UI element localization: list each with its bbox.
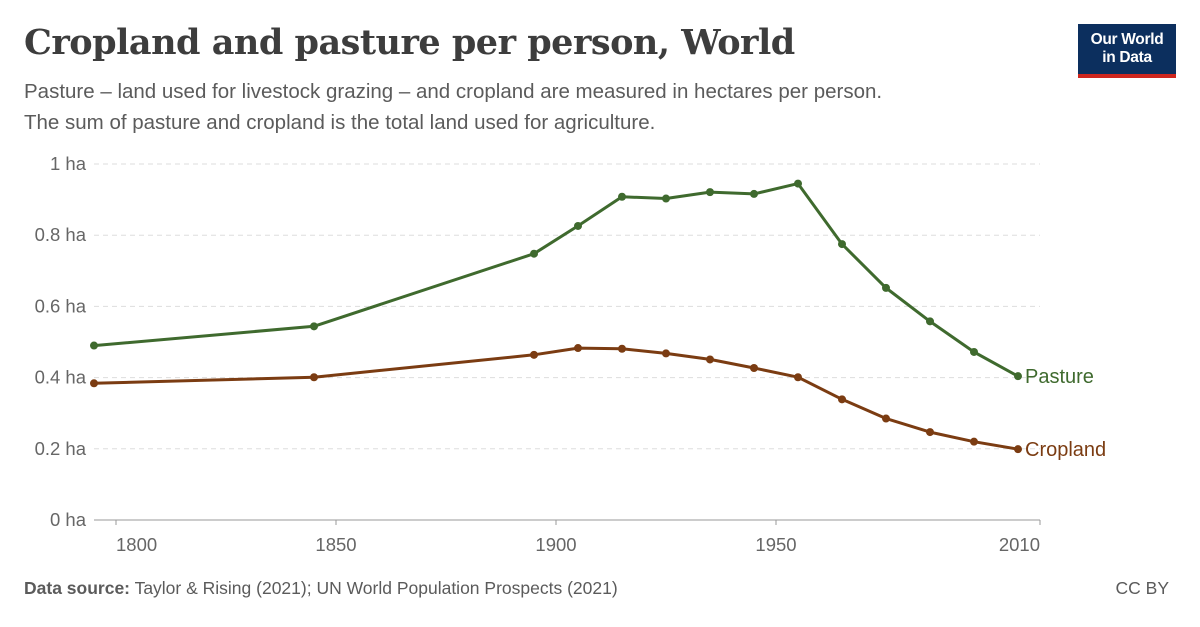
x-tick-label: 2010 <box>999 534 1040 555</box>
data-point-pasture <box>618 192 626 201</box>
subtitle-line-2: The sum of pasture and cropland is the t… <box>24 111 656 134</box>
license-link[interactable]: CC BY <box>1115 578 1169 598</box>
y-tick-label: 1 ha <box>50 153 87 174</box>
owid-logo[interactable]: Our World in Data <box>1078 24 1176 78</box>
data-point-pasture <box>970 347 978 356</box>
data-point-pasture <box>530 249 538 258</box>
data-source-text[interactable]: Taylor & Rising (2021); UN World Populat… <box>134 578 618 598</box>
data-point-cropland <box>882 414 890 423</box>
y-tick-label: 0.6 ha <box>35 295 87 316</box>
data-point-pasture <box>794 179 802 188</box>
data-point-pasture <box>706 188 714 197</box>
y-tick-label: 0.2 ha <box>35 438 87 459</box>
y-tick-label: 0.4 ha <box>35 367 87 388</box>
series-line-pasture <box>92 182 1020 378</box>
series-label-cropland: Cropland <box>1025 439 1106 461</box>
data-point-cropland <box>838 395 846 404</box>
data-source-label: Data source: <box>24 578 131 598</box>
data-point-pasture <box>1014 372 1022 381</box>
data-point-cropland <box>926 428 934 437</box>
y-tick-label: 0 ha <box>50 509 87 530</box>
data-point-cropland <box>530 350 538 359</box>
series-label-pasture: Pasture <box>1025 366 1094 388</box>
x-tick-label: 1850 <box>315 534 356 555</box>
data-point-cropland <box>750 363 758 372</box>
series-line-cropland <box>92 346 1020 451</box>
x-tick-label: 1900 <box>535 534 576 555</box>
data-point-cropland <box>970 437 978 446</box>
data-point-pasture <box>838 240 846 249</box>
data-point-pasture <box>574 221 582 230</box>
data-point-cropland <box>90 379 98 388</box>
chart-subtitle: Pasture – land used for livestock grazin… <box>24 76 1044 138</box>
data-point-cropland <box>618 344 626 353</box>
subtitle-line-1: Pasture – land used for livestock grazin… <box>24 80 883 103</box>
data-point-pasture <box>310 322 318 331</box>
data-source: Data source: Taylor & Rising (2021); UN … <box>24 578 618 599</box>
data-point-pasture <box>926 317 934 326</box>
data-point-cropland <box>1014 445 1022 454</box>
x-tick-label: 1950 <box>755 534 796 555</box>
logo-line-1: Our World <box>1090 31 1164 48</box>
data-point-pasture <box>750 189 758 198</box>
data-point-pasture <box>662 194 670 203</box>
data-point-cropland <box>794 373 802 382</box>
logo-line-2: in Data <box>1102 49 1152 66</box>
data-point-pasture <box>90 341 98 350</box>
data-point-cropland <box>662 349 670 358</box>
y-tick-label: 0.8 ha <box>35 224 87 245</box>
data-point-cropland <box>310 373 318 382</box>
data-point-cropland <box>706 355 714 364</box>
data-point-pasture <box>882 283 890 292</box>
x-tick-label: 1800 <box>116 534 157 555</box>
chart-title: Cropland and pasture per person, World <box>24 22 795 63</box>
data-point-cropland <box>574 344 582 353</box>
